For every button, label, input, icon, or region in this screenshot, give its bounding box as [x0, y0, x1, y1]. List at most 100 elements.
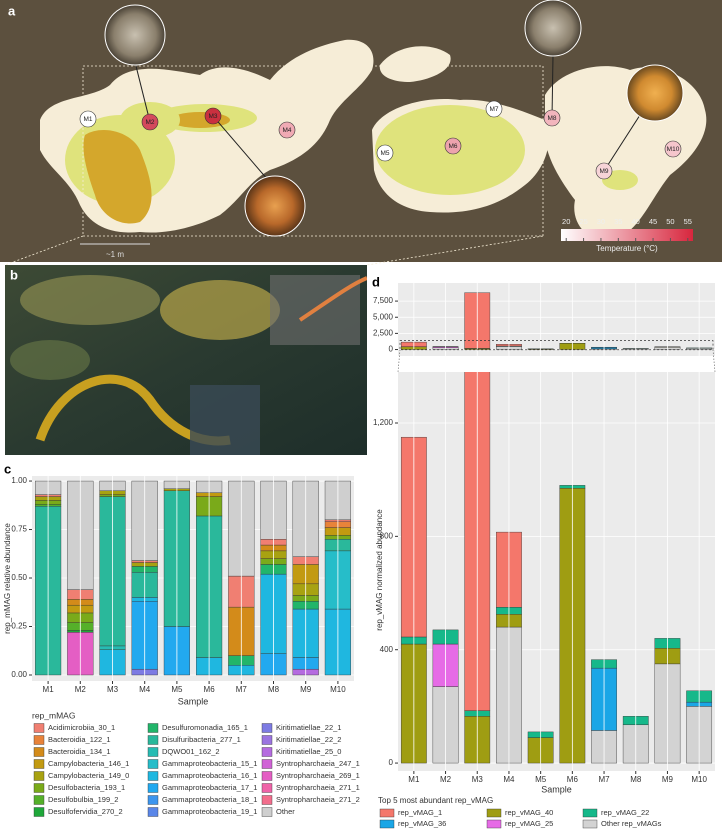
- legend-swatch: [582, 808, 598, 818]
- x-tick-label: M3: [472, 775, 484, 784]
- legend-label: Gammaproteobacteria_17_1: [162, 783, 257, 792]
- legend-swatch: [147, 747, 159, 757]
- legend-swatch: [261, 795, 273, 805]
- legend-swatch: [261, 723, 273, 733]
- colorbar-tick-label: 45: [649, 217, 657, 226]
- site-marker: [204, 107, 222, 125]
- site-label: M9: [599, 168, 608, 175]
- site-label: M10: [667, 146, 680, 153]
- legend-swatch: [147, 795, 159, 805]
- site-label: M1: [83, 116, 92, 123]
- legend-swatch: [33, 783, 45, 793]
- y-tick-label: 0: [389, 758, 394, 767]
- photo-pointer: [134, 61, 151, 123]
- mmag-chart: 0.00 0.25 0.50 0.75 1.00 M1 M2 M3 M4 M5 M6 M7 M8 M9 M1…: [3, 476, 360, 817]
- site-marker: [376, 144, 394, 162]
- legend-title: Top 5 most abundant rep_vMAG: [378, 796, 493, 805]
- photo-detail: [160, 280, 280, 340]
- site-label: M3: [208, 113, 217, 120]
- site-label: M4: [282, 127, 291, 134]
- legend-label: rep_vMAG_40: [505, 808, 553, 817]
- y-tick-label: 800: [380, 531, 394, 540]
- sample-photo: [524, 0, 582, 57]
- colorbar-scale: [561, 229, 693, 241]
- legend-swatch: [261, 747, 273, 757]
- site-label: M8: [547, 115, 556, 122]
- legend-swatch: [261, 759, 273, 769]
- zoom-line: [366, 235, 544, 266]
- legend-label: Syntropharchaeia_271_1: [276, 783, 360, 792]
- site-markers: M1 M2 M3 M4 M5 M6 M7 M8 M9 M10: [79, 100, 682, 180]
- legend-swatch: [147, 807, 159, 817]
- x-tick-label: M6: [204, 685, 216, 694]
- legend-swatch: [486, 819, 502, 829]
- legend-swatch: [261, 807, 273, 817]
- panel-label: d: [372, 274, 380, 289]
- x-tick-label: M10: [330, 685, 346, 694]
- site-marker: [444, 137, 462, 155]
- site-marker: [79, 110, 97, 128]
- x-axis-title: Sample: [541, 784, 572, 794]
- legend-swatch: [147, 771, 159, 781]
- y-tick-label: 400: [380, 645, 394, 654]
- legend-label: Gammaproteobacteria_15_1: [162, 759, 257, 768]
- photo-detail: [10, 340, 90, 380]
- legend-swatch: [33, 795, 45, 805]
- seafloor-photo: [5, 265, 367, 455]
- photo-detail: [298, 276, 367, 322]
- zoom-frame: [82, 65, 544, 237]
- x-tick-label: M5: [171, 685, 183, 694]
- legend-label: Desulfofervidia_270_2: [48, 807, 123, 816]
- legend-swatch: [147, 783, 159, 793]
- sample-photo: [104, 4, 166, 66]
- colorbar-tick-label: 50: [666, 217, 674, 226]
- y-tick-label: 0: [389, 345, 394, 354]
- x-tick-label: M6: [567, 775, 579, 784]
- plot-background: [398, 283, 715, 356]
- legend-label: Desulfuromonadia_165_1: [162, 723, 248, 732]
- legend-label: Campylobacteria_146_1: [48, 759, 129, 768]
- colorbar-tick-label: 20: [562, 217, 570, 226]
- x-tick-label: M9: [300, 685, 312, 694]
- site-marker: [141, 113, 159, 131]
- x-tick-label: M4: [139, 685, 151, 694]
- legend-swatch: [147, 735, 159, 745]
- x-tick-label: M3: [107, 685, 119, 694]
- legend-swatch: [486, 808, 502, 818]
- panel-label: b: [10, 267, 18, 282]
- y-axis-title: rep_mMAG relative abundance: [3, 523, 12, 634]
- colorbar-tick-label: 35: [614, 217, 622, 226]
- y-tick-label: 0.00: [11, 670, 27, 679]
- photo-detail: [190, 385, 260, 455]
- x-tick-label: M5: [535, 775, 547, 784]
- x-tick-label: M1: [408, 775, 420, 784]
- colorbar: 20 25 30 35 40 45 50 55 Temperature (°C): [561, 217, 693, 253]
- photo-detail: [20, 275, 160, 325]
- vmag-chart: 0 2,500 5,000 7,500 0 400 800 1,200 M1 M2 M3 M4 M5 M6…: [373, 283, 716, 829]
- site-label: M7: [489, 106, 498, 113]
- legend-swatch: [147, 723, 159, 733]
- legend-swatch: [379, 819, 395, 829]
- legend-label: Campylobacteria_149_0: [48, 771, 129, 780]
- x-axis-title: Sample: [178, 696, 209, 706]
- photo-pointer: [603, 114, 641, 172]
- photo-pointer: [212, 115, 269, 181]
- y-tick-label: 5,000: [373, 312, 394, 321]
- legend-swatch: [147, 759, 159, 769]
- y-tick-label: 2,500: [373, 328, 394, 337]
- legend-label: Gammaproteobacteria_19_1: [162, 807, 257, 816]
- legend-label: Bacteroidia_134_1: [48, 747, 111, 756]
- colorbar-tick-label: 40: [632, 217, 640, 226]
- x-tick-label: M7: [236, 685, 248, 694]
- colorbar-tick-label: 55: [684, 217, 692, 226]
- legend-swatch: [261, 771, 273, 781]
- site-marker: [543, 109, 561, 127]
- legend-label: Acidimicrobiia_30_1: [48, 723, 115, 732]
- panel-label: a: [8, 3, 16, 18]
- legend-swatch: [379, 808, 395, 818]
- legend-label: Kiritimatiellae_22_1: [276, 723, 341, 732]
- legend-label: DQWO01_162_2: [162, 747, 220, 756]
- x-tick-label: M8: [630, 775, 642, 784]
- legend-swatch: [261, 783, 273, 793]
